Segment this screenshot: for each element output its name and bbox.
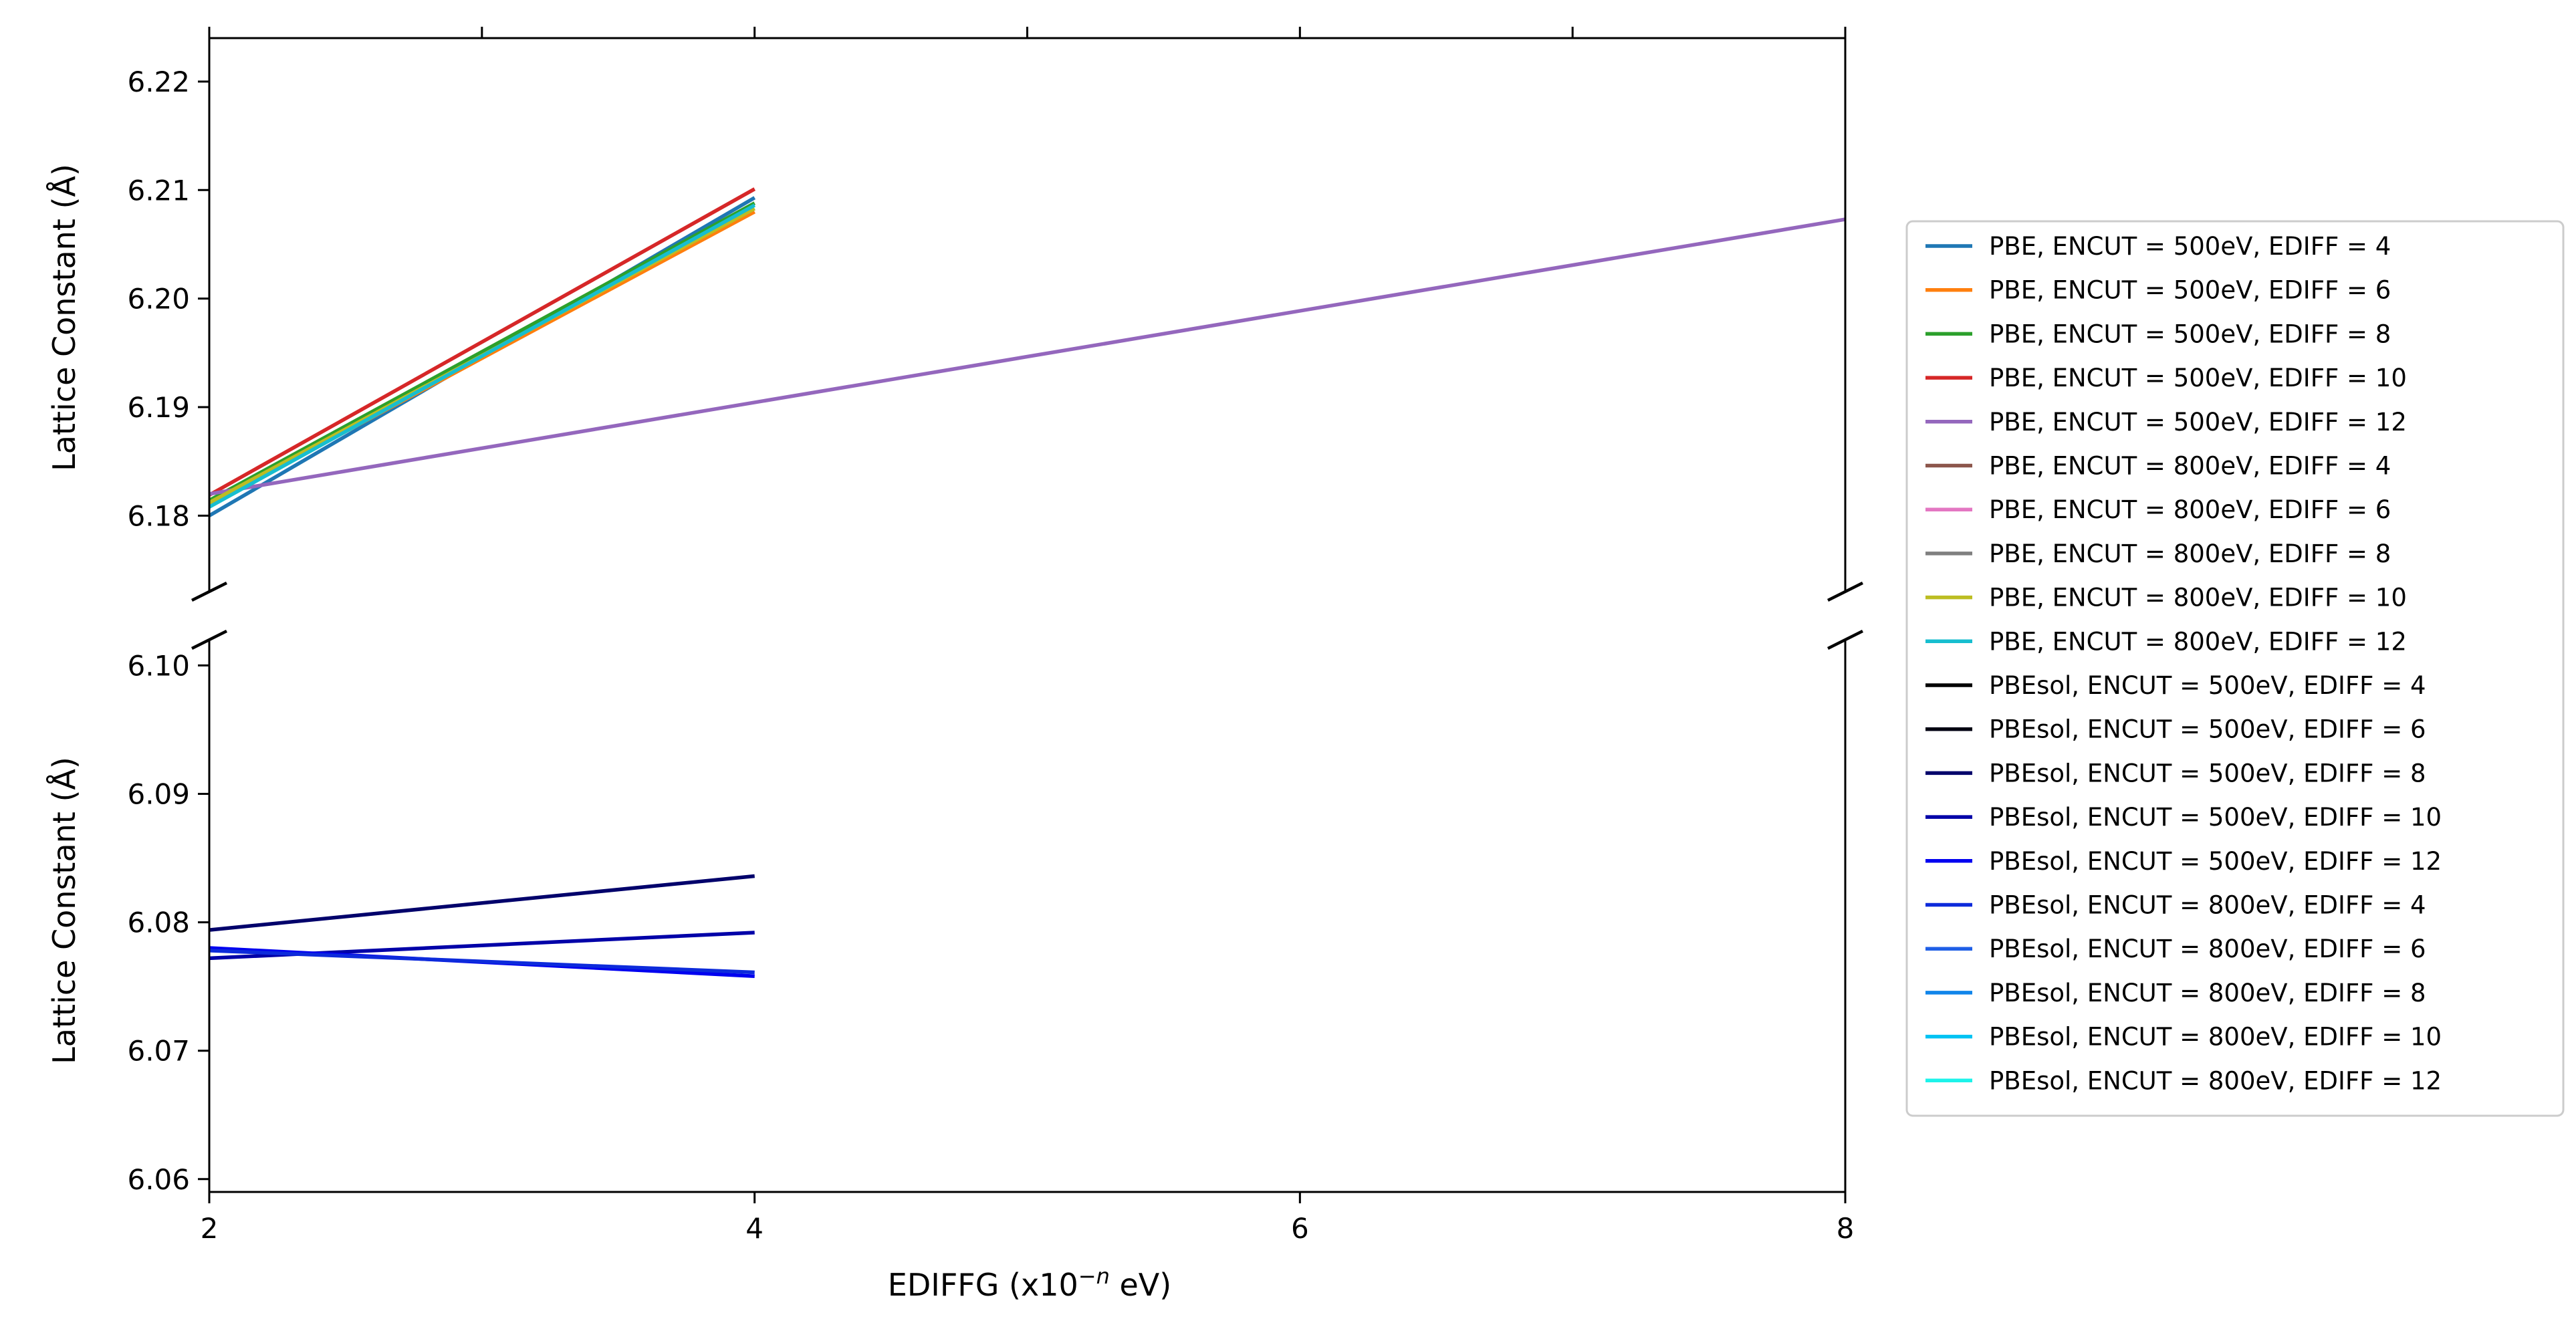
legend-label-2: PBE, ENCUT = 500eV, EDIFF = 8 bbox=[1989, 320, 2391, 348]
break-mark-2 bbox=[191, 629, 228, 650]
legend-label-13: PBEsol, ENCUT = 500eV, EDIFF = 10 bbox=[1989, 803, 2442, 832]
xtick-label: 6 bbox=[1291, 1212, 1309, 1245]
legend-label-15: PBEsol, ENCUT = 800eV, EDIFF = 4 bbox=[1989, 891, 2426, 920]
break-mark-3 bbox=[1827, 629, 1864, 650]
xtick-label: 4 bbox=[745, 1212, 764, 1245]
legend-label-6: PBE, ENCUT = 800eV, EDIFF = 6 bbox=[1989, 495, 2391, 524]
bottom-ytick-label: 6.07 bbox=[127, 1035, 190, 1068]
legend-label-0: PBE, ENCUT = 500eV, EDIFF = 4 bbox=[1989, 232, 2391, 261]
legend-label-18: PBEsol, ENCUT = 800eV, EDIFF = 10 bbox=[1989, 1023, 2442, 1052]
top-ytick-label: 6.22 bbox=[127, 66, 190, 98]
top-panel-axes: 6.18 6.19 6.20 6.21 6.22 bbox=[127, 27, 1847, 593]
series-line-9 bbox=[208, 203, 756, 509]
series-line-2 bbox=[208, 201, 756, 503]
legend-label-14: PBEsol, ENCUT = 500eV, EDIFF = 12 bbox=[1989, 847, 2442, 876]
bottom-ytick-label: 6.09 bbox=[127, 778, 190, 811]
legend-frame bbox=[1905, 220, 2565, 1117]
xtick-label: 2 bbox=[201, 1212, 219, 1245]
x-axis-label-suffix: eV) bbox=[1110, 1267, 1171, 1303]
legend: PBE, ENCUT = 500eV, EDIFF = 4 PBE, ENCUT … bbox=[1905, 220, 2565, 1117]
legend-label-12: PBEsol, ENCUT = 500eV, EDIFF = 8 bbox=[1989, 759, 2426, 788]
legend-label-8: PBE, ENCUT = 800eV, EDIFF = 10 bbox=[1989, 584, 2407, 612]
legend-label-7: PBE, ENCUT = 800eV, EDIFF = 8 bbox=[1989, 539, 2391, 568]
break-mark-1 bbox=[1827, 581, 1864, 602]
legend-items: PBE, ENCUT = 500eV, EDIFF = 4 PBE, ENCUT … bbox=[1925, 232, 2442, 1095]
bottom-ytick-label: 6.06 bbox=[127, 1163, 190, 1196]
top-ytick-label: 6.18 bbox=[127, 499, 190, 532]
series-line-4 bbox=[209, 217, 1846, 496]
bottom-ytick-label: 6.10 bbox=[127, 649, 190, 682]
series-line-12 bbox=[209, 874, 755, 932]
legend-label-3: PBE, ENCUT = 500eV, EDIFF = 10 bbox=[1989, 364, 2407, 392]
series-line-3 bbox=[208, 187, 756, 497]
break-mark-0 bbox=[191, 581, 228, 602]
bottom-panel: 6.06 6.07 6.08 6.09 6.10 2 4 6 8 bbox=[127, 638, 1855, 1245]
top-panel-lines bbox=[208, 187, 1846, 517]
axis-break-marks bbox=[191, 581, 1864, 650]
x-axis-label-exponent: −n bbox=[1078, 1263, 1110, 1289]
legend-label-19: PBEsol, ENCUT = 800eV, EDIFF = 12 bbox=[1989, 1066, 2442, 1095]
top-ytick-label: 6.20 bbox=[127, 283, 190, 316]
y-axis-label-bottom: Lattice Constant (Å) bbox=[46, 757, 82, 1064]
legend-label-17: PBEsol, ENCUT = 800eV, EDIFF = 8 bbox=[1989, 979, 2426, 1007]
legend-label-5: PBE, ENCUT = 800eV, EDIFF = 4 bbox=[1989, 452, 2391, 481]
legend-label-11: PBEsol, ENCUT = 500eV, EDIFF = 6 bbox=[1989, 715, 2426, 744]
bottom-panel-lines bbox=[209, 874, 755, 979]
y-axis-label-top: Lattice Constant (Å) bbox=[46, 164, 82, 471]
bottom-ytick-label: 6.08 bbox=[127, 907, 190, 939]
legend-label-10: PBEsol, ENCUT = 500eV, EDIFF = 4 bbox=[1989, 671, 2426, 700]
legend-label-9: PBE, ENCUT = 800eV, EDIFF = 12 bbox=[1989, 627, 2407, 656]
legend-label-1: PBE, ENCUT = 500eV, EDIFF = 6 bbox=[1989, 276, 2391, 305]
series-line-15 bbox=[209, 949, 755, 975]
x-axis-label: EDIFFG (x10−n eV) bbox=[888, 1263, 1171, 1303]
xtick-label: 8 bbox=[1837, 1212, 1855, 1245]
bottom-panel-axes: 6.06 6.07 6.08 6.09 6.10 2 4 6 8 bbox=[127, 638, 1855, 1245]
legend-label-16: PBEsol, ENCUT = 800eV, EDIFF = 6 bbox=[1989, 935, 2426, 963]
legend-label-4: PBE, ENCUT = 500eV, EDIFF = 12 bbox=[1989, 408, 2407, 437]
x-axis-label-prefix: EDIFFG (x10 bbox=[888, 1267, 1078, 1303]
top-ytick-label: 6.21 bbox=[127, 174, 190, 207]
top-panel: 6.18 6.19 6.20 6.21 6.22 bbox=[127, 27, 1847, 593]
top-ytick-label: 6.19 bbox=[127, 391, 190, 424]
